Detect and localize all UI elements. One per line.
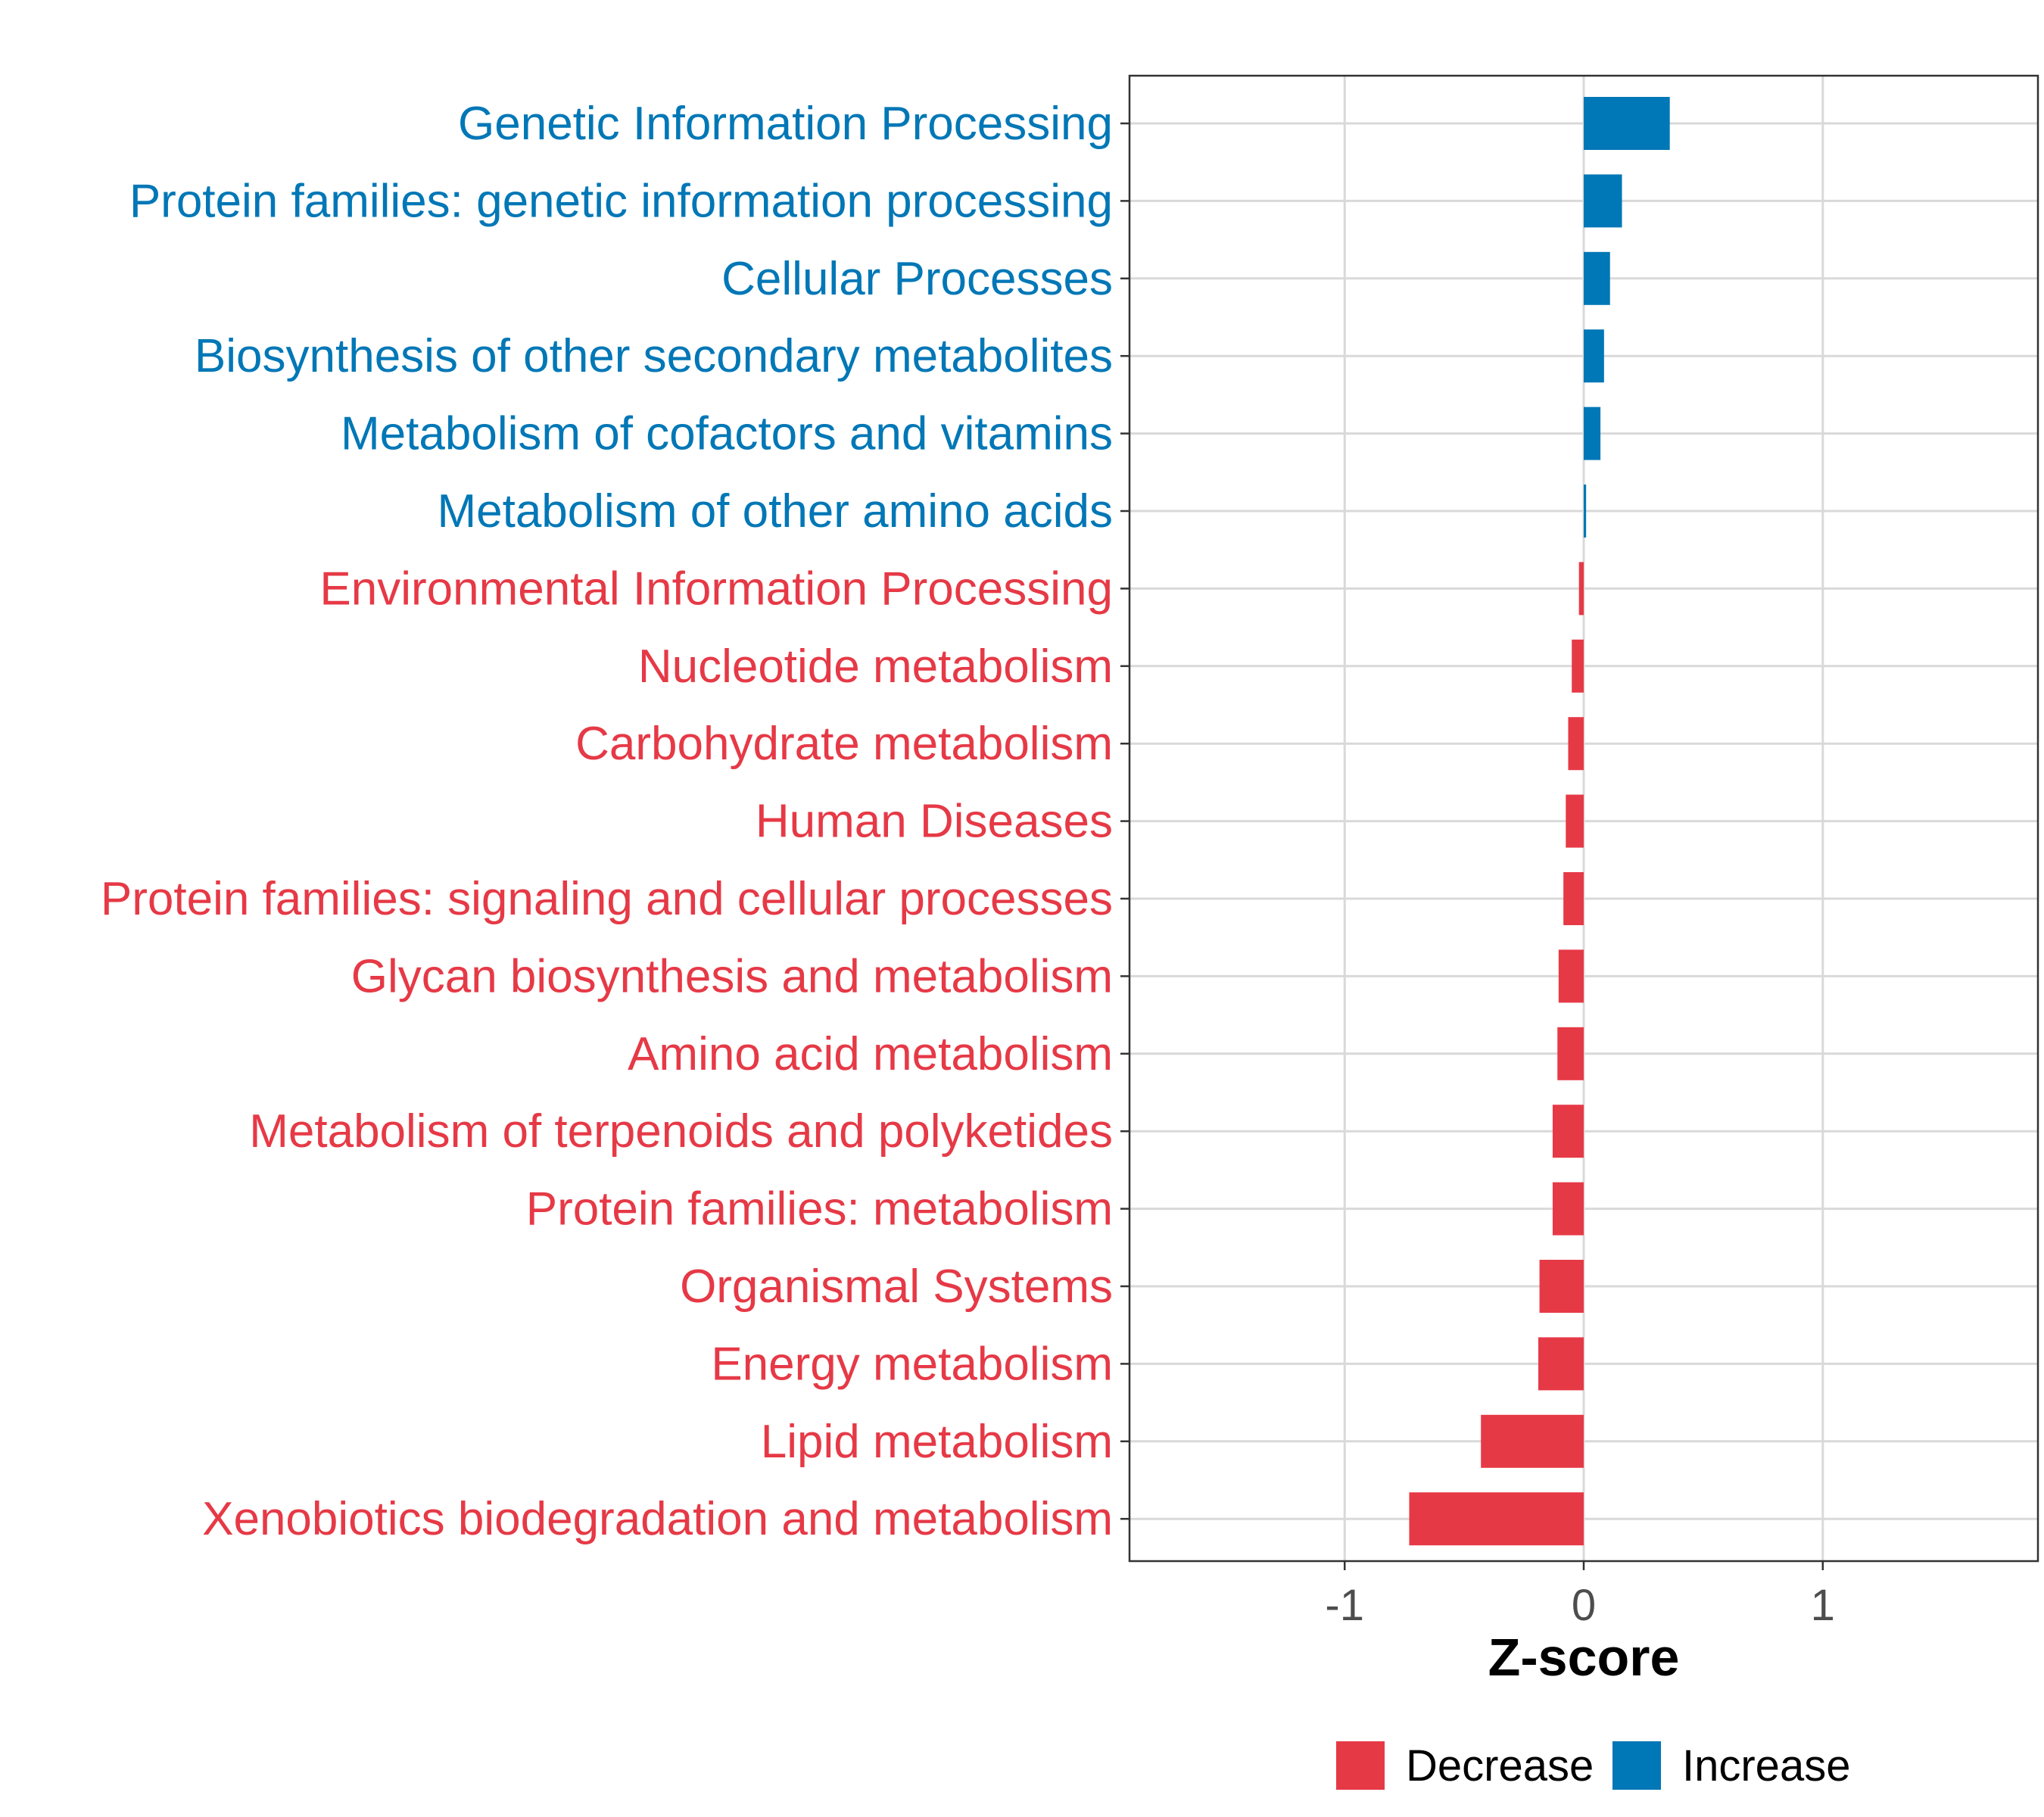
bar — [1566, 794, 1584, 848]
category-label: Metabolism of cofactors and vitamins — [341, 408, 1113, 460]
bar — [1584, 251, 1610, 305]
bar — [1557, 1027, 1584, 1080]
category-label: Glycan biosynthesis and metabolism — [351, 950, 1113, 1002]
category-label: Biosynthesis of other secondary metaboli… — [195, 330, 1113, 382]
category-label: Human Diseases — [756, 796, 1113, 848]
category-label: Carbohydrate metabolism — [575, 718, 1113, 770]
bar — [1538, 1337, 1584, 1391]
bar — [1572, 639, 1584, 693]
bar — [1584, 329, 1604, 383]
category-label: Amino acid metabolism — [628, 1028, 1113, 1080]
x-axis: -1 0 1 — [1325, 1561, 1835, 1630]
bar — [1584, 97, 1670, 150]
category-label: Metabolism of other amino acids — [437, 485, 1113, 538]
category-label: Protein families: signaling and cellular… — [101, 873, 1113, 925]
category-label: Nucleotide metabolism — [638, 640, 1113, 693]
x-tick-label: 0 — [1572, 1581, 1596, 1630]
x-tick-label: 1 — [1811, 1581, 1835, 1630]
category-label: Xenobiotics biodegradation and metabolis… — [202, 1493, 1113, 1545]
legend: Decrease Increase — [1336, 1741, 1850, 1791]
legend-label-increase: Increase — [1682, 1741, 1850, 1791]
category-label: Organismal Systems — [680, 1261, 1113, 1313]
legend-label-decrease: Decrease — [1406, 1741, 1594, 1791]
legend-swatch-increase — [1612, 1741, 1661, 1790]
bar — [1409, 1492, 1584, 1546]
y-axis: Genetic Information Processing Protein fa… — [101, 98, 1129, 1545]
bar-layer — [1409, 97, 1670, 1546]
bar — [1539, 1260, 1584, 1313]
bar — [1578, 562, 1584, 616]
bar — [1481, 1414, 1584, 1468]
category-label: Energy metabolism — [711, 1338, 1113, 1390]
bar — [1568, 717, 1584, 771]
category-label: Cellular Processes — [721, 253, 1113, 305]
bar — [1584, 407, 1601, 460]
bar — [1558, 949, 1584, 1003]
category-label: Protein families: metabolism — [526, 1183, 1113, 1236]
x-tick-label: -1 — [1325, 1581, 1364, 1630]
bar — [1563, 872, 1584, 925]
bar — [1552, 1182, 1584, 1236]
bar — [1552, 1105, 1584, 1158]
category-label: Protein families: genetic information pr… — [129, 175, 1113, 227]
x-axis-title: Z-score — [1488, 1628, 1680, 1687]
bar — [1584, 485, 1587, 538]
legend-swatch-decrease — [1336, 1741, 1385, 1790]
category-label: Genetic Information Processing — [458, 98, 1113, 150]
category-label: Lipid metabolism — [761, 1416, 1113, 1468]
category-label: Metabolism of terpenoids and polyketides — [249, 1105, 1113, 1158]
bar — [1584, 174, 1622, 228]
category-label: Environmental Information Processing — [319, 563, 1113, 615]
